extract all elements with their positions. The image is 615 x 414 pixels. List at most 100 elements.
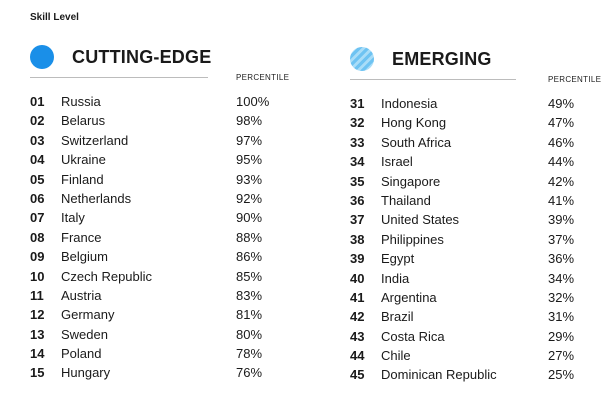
percentile-value: 41% — [548, 192, 575, 208]
percentile-value: 97% — [236, 132, 263, 148]
percentile-value: 44% — [548, 154, 575, 170]
percentile-value: 32% — [548, 289, 575, 305]
rank-number: 14 — [30, 346, 45, 362]
rank-number: 10 — [30, 268, 45, 284]
country-name: Belgium — [61, 249, 108, 265]
rank-number: 35 — [350, 173, 365, 189]
rank-number: 06 — [30, 190, 45, 206]
rank-number: 34 — [350, 154, 365, 170]
cutting-edge-title: CUTTING-EDGE — [72, 47, 212, 67]
country-name: United States — [381, 212, 460, 228]
country-name: Russia — [61, 94, 101, 109]
rank-number: 02 — [30, 113, 45, 129]
header-divider — [350, 79, 516, 80]
percentile-value: 90% — [236, 210, 263, 226]
country-name: Costa Rica — [381, 328, 445, 344]
rank-number: 36 — [350, 192, 365, 208]
percentile-header: PERCENTILE — [548, 75, 602, 84]
percentile-value: 46% — [548, 134, 575, 150]
emerging-header: EMERGING PERCENTILE — [350, 44, 610, 84]
country-name: Chile — [381, 348, 411, 364]
cutting-edge-header: CUTTING-EDGE PERCENTILE — [30, 42, 310, 82]
rank-number: 05 — [30, 171, 45, 187]
rank-number: 11 — [30, 287, 44, 303]
percentile-value: 98% — [236, 113, 263, 129]
country-name: Brazil — [381, 309, 414, 325]
percentile-value: 36% — [548, 251, 575, 267]
rank-number: 09 — [30, 249, 45, 265]
percentile-value: 76% — [236, 365, 263, 381]
country-name: Belarus — [61, 113, 106, 129]
percentile-value: 92% — [236, 190, 263, 206]
percentile-value: 47% — [548, 115, 575, 131]
country-name: Hungary — [61, 365, 111, 381]
rank-number: 33 — [350, 134, 365, 150]
percentile-value: 31% — [548, 309, 575, 325]
rank-number: 37 — [350, 212, 365, 228]
percentile-value: 93% — [236, 171, 263, 187]
percentile-value: 42% — [548, 173, 575, 189]
country-name: Germany — [61, 307, 115, 323]
rank-number: 38 — [350, 231, 365, 247]
country-name: Argentina — [381, 289, 437, 305]
percentile-value: 37% — [548, 231, 575, 247]
rank-number: 04 — [30, 152, 45, 168]
country-name: Austria — [61, 287, 102, 303]
percentile-value: 49% — [548, 96, 575, 111]
percentile-value: 29% — [548, 328, 575, 344]
country-name: Israel — [381, 154, 413, 170]
rank-number: 39 — [350, 251, 365, 267]
emerging-title: EMERGING — [392, 49, 492, 69]
solid-circle-icon — [30, 45, 54, 69]
country-name: Indonesia — [381, 96, 438, 111]
rank-number: 03 — [30, 132, 45, 148]
emerging-panel: EMERGING PERCENTILE 31 Indonesia 49% 32 Hong… — [350, 44, 610, 382]
rank-number: 45 — [350, 367, 365, 383]
country-name: Netherlands — [61, 190, 132, 206]
rank-number: 12 — [30, 307, 45, 323]
country-name: Thailand — [381, 192, 431, 208]
rank-number: 31 — [350, 96, 365, 111]
country-name: Finland — [61, 171, 104, 187]
rank-number: 15 — [30, 365, 45, 381]
rank-number: 13 — [30, 326, 45, 342]
country-name: Poland — [61, 346, 102, 362]
percentile-value: 78% — [236, 346, 263, 362]
rank-number: 32 — [350, 115, 365, 131]
rank-number: 41 — [350, 289, 365, 305]
country-name: Switzerland — [61, 132, 129, 148]
country-name: Sweden — [61, 326, 108, 342]
percentile-value: 100% — [236, 94, 270, 109]
percentile-value: 81% — [236, 307, 263, 323]
percentile-value: 27% — [548, 348, 575, 364]
country-name: Egypt — [381, 251, 415, 267]
percentile-value: 85% — [236, 268, 263, 284]
country-name: Hong Kong — [381, 115, 447, 131]
cutting-edge-panel: CUTTING-EDGE PERCENTILE 01 Russia 100% 02 Be… — [30, 42, 310, 380]
rank-number: 42 — [350, 309, 365, 325]
rank-number: 44 — [350, 348, 365, 364]
rank-number: 01 — [30, 94, 45, 109]
hatched-circle-icon — [350, 47, 374, 71]
rank-number: 07 — [30, 210, 45, 226]
percentile-value: 80% — [236, 326, 263, 342]
country-name: Czech Republic — [61, 268, 153, 284]
country-name: Dominican Republic — [381, 367, 497, 383]
country-name: Singapore — [381, 173, 441, 189]
rank-number: 43 — [350, 328, 365, 344]
percentile-value: 88% — [236, 229, 263, 245]
country-name: South Africa — [381, 134, 452, 150]
country-name: Italy — [61, 210, 85, 226]
country-name: France — [61, 229, 102, 245]
rank-number: 40 — [350, 270, 365, 286]
percentile-value: 83% — [236, 287, 263, 303]
header-divider — [30, 77, 208, 78]
country-name: Ukraine — [61, 152, 106, 168]
country-name: India — [381, 270, 410, 286]
percentile-value: 86% — [236, 249, 263, 265]
percentile-value: 34% — [548, 270, 575, 286]
country-name: Philippines — [381, 231, 444, 247]
rank-number: 08 — [30, 229, 45, 245]
percentile-value: 25% — [548, 367, 575, 383]
percentile-header: PERCENTILE — [236, 73, 290, 82]
